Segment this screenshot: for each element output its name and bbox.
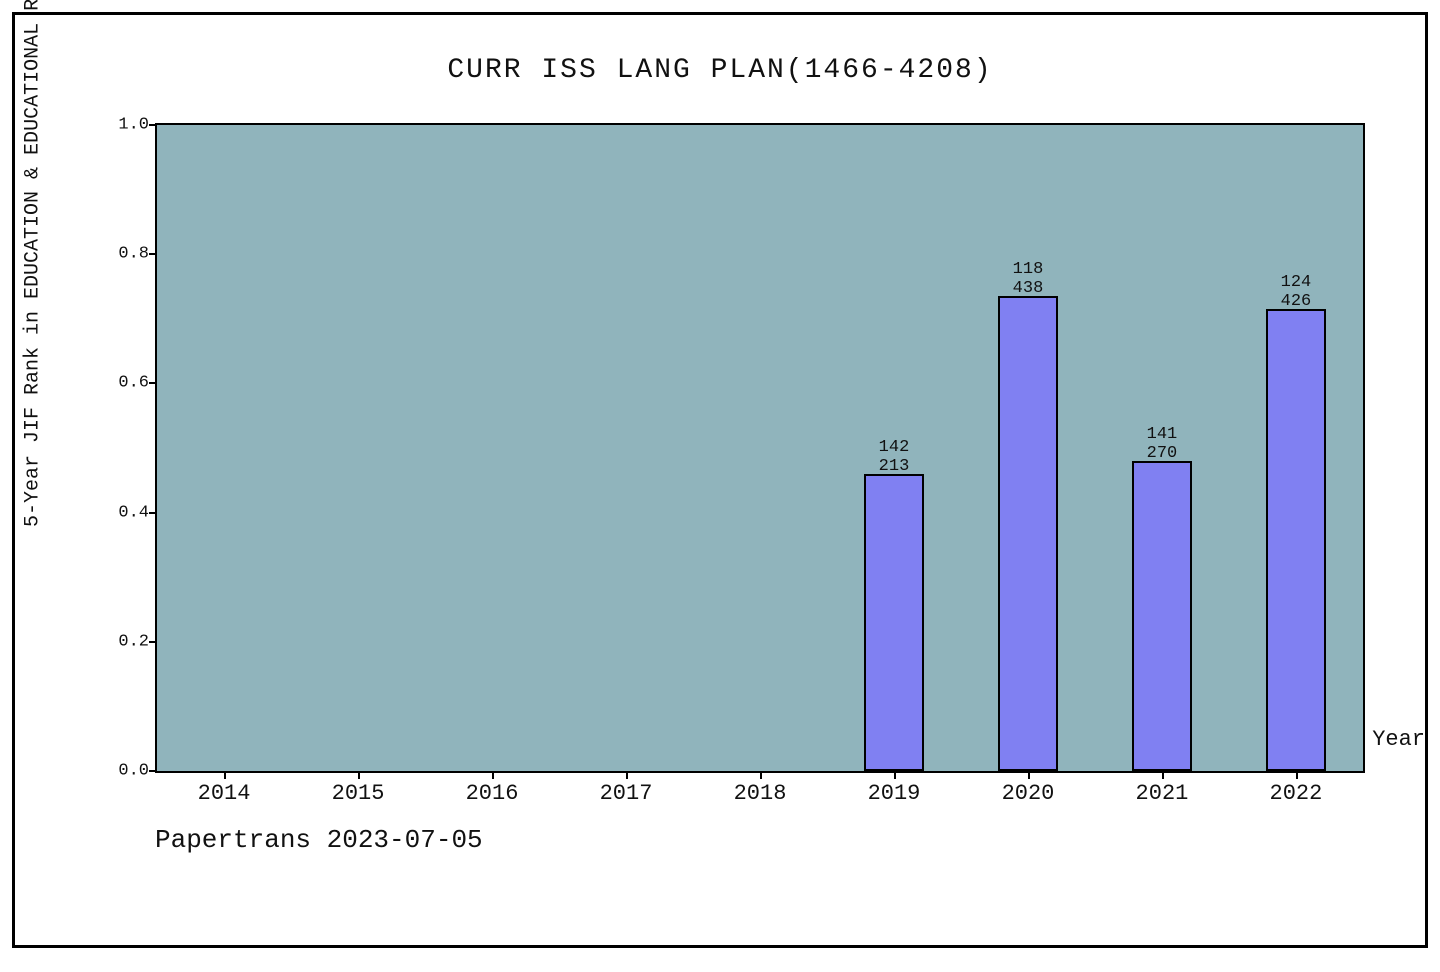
x-tick-label-2018: 2018 — [734, 781, 787, 806]
x-tick-label-2022: 2022 — [1270, 781, 1323, 806]
x-axis-title: Year — [1372, 727, 1425, 752]
x-tick-label-2019: 2019 — [868, 781, 921, 806]
footer-text: Papertrans 2023-07-05 — [155, 825, 483, 855]
bars-container: 142 213 118 438 141 270 — [157, 125, 1363, 771]
bar-2020[interactable]: 118 438 — [998, 296, 1058, 771]
chart-title: CURR ISS LANG PLAN(1466-4208) — [15, 55, 1425, 86]
x-tick-label-2020: 2020 — [1002, 781, 1055, 806]
x-tick-label-2015: 2015 — [332, 781, 385, 806]
y-tick-label: 0.4 — [118, 503, 149, 522]
x-tick-label-2021: 2021 — [1136, 781, 1189, 806]
chart-frame: CURR ISS LANG PLAN(1466-4208) 5-Year JIF… — [12, 12, 1428, 948]
x-tick-label-2014: 2014 — [198, 781, 251, 806]
bar-label-2022: 124 426 — [1281, 273, 1312, 311]
plot-area: 1.0 0.8 0.6 0.4 0.2 0.0 — [155, 123, 1365, 773]
y-tick-label: 1.0 — [118, 116, 149, 135]
y-tick-label: 0.6 — [118, 374, 149, 393]
y-tick-label: 0.0 — [118, 762, 149, 781]
x-axis-ticks: 2014 2015 2016 2017 2018 2019 2020 2021 … — [157, 771, 1363, 811]
x-tick-label-2017: 2017 — [600, 781, 653, 806]
bar-label-2021: 141 270 — [1147, 425, 1178, 463]
y-axis-ticks: 1.0 0.8 0.6 0.4 0.2 0.0 — [109, 125, 157, 771]
y-tick-label: 0.2 — [118, 632, 149, 651]
bar-label-2020: 118 438 — [1013, 260, 1044, 298]
y-axis-title: 5-Year JIF Rank in EDUCATION & EDUCATION… — [22, 0, 45, 527]
bar-label-2019: 142 213 — [879, 438, 910, 476]
bar-2021[interactable]: 141 270 — [1132, 461, 1192, 771]
x-tick-label-2016: 2016 — [466, 781, 519, 806]
bar-2019[interactable]: 142 213 — [864, 474, 924, 771]
y-tick-label: 0.8 — [118, 245, 149, 264]
bar-2022[interactable]: 124 426 — [1266, 309, 1326, 771]
